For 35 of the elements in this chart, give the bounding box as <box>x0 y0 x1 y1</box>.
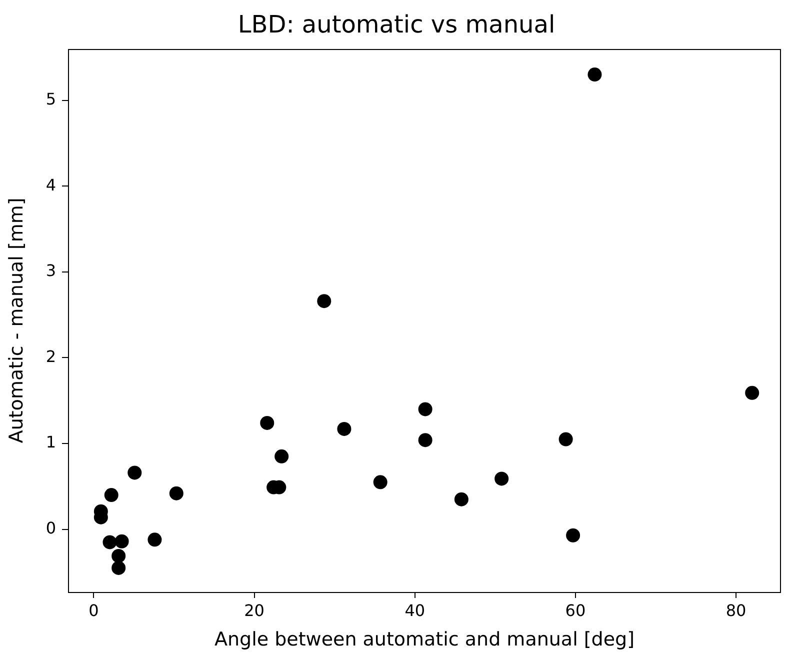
y-tick-label: 4 <box>46 175 56 194</box>
point <box>104 488 118 502</box>
x-tick-label: 40 <box>404 600 426 620</box>
x-tick-label: 20 <box>244 600 264 620</box>
x-axis-title: Angle between automatic and manual [deg] <box>214 628 635 651</box>
y-tick-label: 5 <box>46 89 56 108</box>
point <box>148 532 162 547</box>
point <box>112 560 126 575</box>
point <box>418 402 432 416</box>
point <box>169 486 184 500</box>
point <box>337 422 352 436</box>
point <box>260 416 274 430</box>
y-tick-label: 3 <box>46 261 56 280</box>
x-tick-label: 0 <box>88 600 99 620</box>
point <box>317 294 332 308</box>
y-tick-label: 1 <box>46 432 56 452</box>
y-tick-label: 0 <box>46 518 56 538</box>
point <box>114 534 129 548</box>
x-tick-label: 60 <box>565 600 586 620</box>
point <box>373 475 388 490</box>
point <box>566 528 580 542</box>
y-axis-title: Automatic - manual [mm] <box>5 198 28 444</box>
point <box>102 535 117 550</box>
point <box>558 432 573 446</box>
point <box>588 68 602 82</box>
point <box>454 492 468 506</box>
chart-title: LBD: automatic vs manual <box>238 10 556 39</box>
x-tick-label: 80 <box>726 600 746 620</box>
point <box>494 472 509 486</box>
point <box>112 548 126 563</box>
y-tick-label: 2 <box>46 346 56 366</box>
point <box>274 449 289 464</box>
point <box>418 433 432 448</box>
point <box>128 466 142 480</box>
point <box>745 386 760 400</box>
